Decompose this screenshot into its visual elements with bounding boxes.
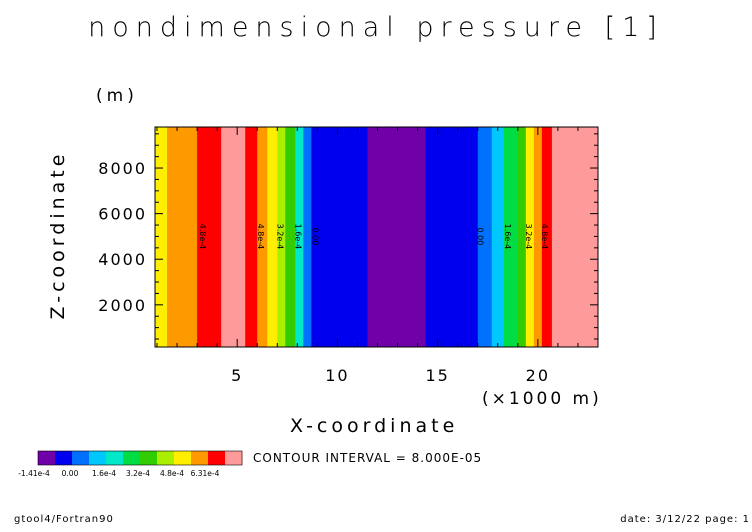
colorbar-frame (37, 450, 243, 466)
contour-band (167, 127, 198, 347)
contour-interval-text: CONTOUR INTERVAL = 8.000E-05 (253, 451, 483, 465)
colorbar-swatch (157, 451, 175, 465)
colorbar-swatch (89, 451, 107, 465)
colorbar-swatch (174, 451, 192, 465)
x-axis-unit: (×1000 m) (482, 389, 602, 409)
contour-band (425, 127, 479, 347)
x-tick-label: 5 (231, 366, 243, 385)
contour-band (155, 127, 168, 347)
y-tick-label: 2000 (98, 296, 147, 315)
footer-date-page: date: 3/12/22 page: 1 (620, 514, 750, 525)
y-axis-unit: (m) (96, 86, 138, 106)
chart-title: nondimensional pressure [1] (88, 12, 664, 43)
contour-label: 1.6e-4 (293, 224, 302, 250)
contour-band (533, 127, 543, 347)
colorbar: -1.41e-4 0.00 1.6e-4 3.2e-4 4.8e-4 6.31e-4 (18, 450, 243, 478)
contour-label: 4.8e-4 (540, 224, 549, 250)
contour-label: 1.6e-4 (503, 224, 512, 250)
contour-band (517, 127, 527, 347)
contour-band (295, 127, 304, 347)
colorbar-label: 6.31e-4 (191, 469, 220, 478)
contour-label: 4.8e-4 (198, 224, 207, 250)
colorbar-swatch (55, 451, 73, 465)
contour-band (285, 127, 296, 347)
contour-band (245, 127, 258, 347)
contour-band (267, 127, 278, 347)
colorbar-label: -1.41e-4 (18, 469, 50, 478)
colorbar-label: 1.6e-4 (92, 469, 116, 478)
colorbar-label: 0.00 (62, 469, 79, 478)
colorbar-swatch (38, 451, 56, 465)
plot-frame (154, 126, 599, 348)
contour-band (551, 127, 599, 347)
contour-label: 3.2e-4 (275, 224, 284, 250)
colorbar-swatch (123, 451, 141, 465)
x-axis-label: X-coordinate (290, 415, 459, 437)
x-tick-label: 10 (325, 366, 349, 385)
colorbar-swatch (140, 451, 158, 465)
contour-label: 0.00 (476, 228, 485, 246)
contour-band (311, 127, 368, 347)
contour-band (221, 127, 246, 347)
colorbar-swatch (106, 451, 124, 465)
contour-band (303, 127, 312, 347)
contour-bands (155, 127, 599, 347)
contour-label: 3.2e-4 (524, 224, 533, 250)
contour-band (277, 127, 286, 347)
y-tick-label: 6000 (98, 205, 147, 224)
footer-program-label: gtool4/Fortran90 (14, 514, 114, 525)
plot-axes: 5 10 15 20 2000 4000 6000 8000 (98, 126, 599, 385)
contour-band (491, 127, 505, 347)
colorbar-swatch (191, 451, 209, 465)
y-tick-label: 4000 (98, 250, 147, 269)
contour-band (257, 127, 268, 347)
contour-band (525, 127, 535, 347)
colorbar-label: 4.8e-4 (160, 469, 184, 478)
colorbar-swatch (225, 451, 243, 465)
contour-band (197, 127, 222, 347)
contour-band (367, 127, 427, 347)
colorbar-swatch (208, 451, 226, 465)
x-tick-label: 15 (425, 366, 449, 385)
x-tick-label: 20 (526, 366, 550, 385)
colorbar-label: 3.2e-4 (126, 469, 150, 478)
contour-band (477, 127, 493, 347)
contour-band (541, 127, 553, 347)
colorbar-swatch (72, 451, 90, 465)
contour-label: 4.8e-4 (256, 224, 265, 250)
y-tick-label: 8000 (98, 159, 147, 178)
contour-label: 0.00 (310, 228, 319, 246)
contour-labels: 4.8e-4 4.8e-4 3.2e-4 1.6e-4 0.00 0.00 1.6e-4 3.… (198, 224, 549, 250)
contour-band (503, 127, 519, 347)
